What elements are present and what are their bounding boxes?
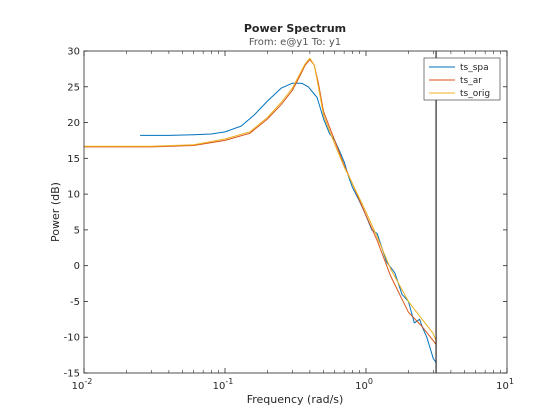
chart-title: Power Spectrum xyxy=(244,22,346,35)
series-line-ts-spa xyxy=(140,82,437,363)
x-tick-label: 100 xyxy=(355,377,373,392)
y-tick-label: 15 xyxy=(67,154,80,165)
y-tick-label: 20 xyxy=(67,118,80,129)
y-tick-label: 25 xyxy=(67,82,80,93)
x-tick-label-exponent: 0 xyxy=(368,377,373,386)
legend-label: ts_spa xyxy=(460,63,489,73)
x-tick-label: 10-2 xyxy=(72,377,93,392)
x-tick-label: 10-1 xyxy=(213,377,234,392)
x-tick-label-exponent: 1 xyxy=(509,377,514,386)
x-tick-label-exponent: -2 xyxy=(84,377,92,386)
x-axis-label: Frequency (rad/s) xyxy=(247,393,344,406)
series-line-ts-orig xyxy=(84,57,437,341)
x-tick-label-exponent: -1 xyxy=(225,377,233,386)
y-tick-label: 5 xyxy=(74,225,80,236)
x-tick-label-base: 10 xyxy=(496,381,509,392)
y-tick-label: 30 xyxy=(67,47,80,58)
y-axis-label: Power (dB) xyxy=(49,182,62,242)
plot-area xyxy=(83,50,508,374)
x-tick-label-base: 10 xyxy=(213,381,226,392)
x-tick-label-base: 10 xyxy=(355,381,368,392)
legend: ts_spa ts_ar ts_orig xyxy=(423,57,501,101)
y-tick-label: -10 xyxy=(64,333,80,344)
x-tick-label: 101 xyxy=(496,377,514,392)
y-tick-label: -15 xyxy=(64,369,80,380)
series-layer xyxy=(84,57,437,363)
chart-subtitle: From: e@y1 To: y1 xyxy=(249,37,341,48)
y-tick-label: 0 xyxy=(74,261,80,272)
x-tick-label-base: 10 xyxy=(72,381,85,392)
legend-label: ts_ar xyxy=(460,76,482,86)
legend-label: ts_orig xyxy=(460,89,490,99)
y-tick-label: 10 xyxy=(67,190,80,201)
plot-frame xyxy=(83,50,508,374)
y-tick-label: -5 xyxy=(70,297,80,308)
